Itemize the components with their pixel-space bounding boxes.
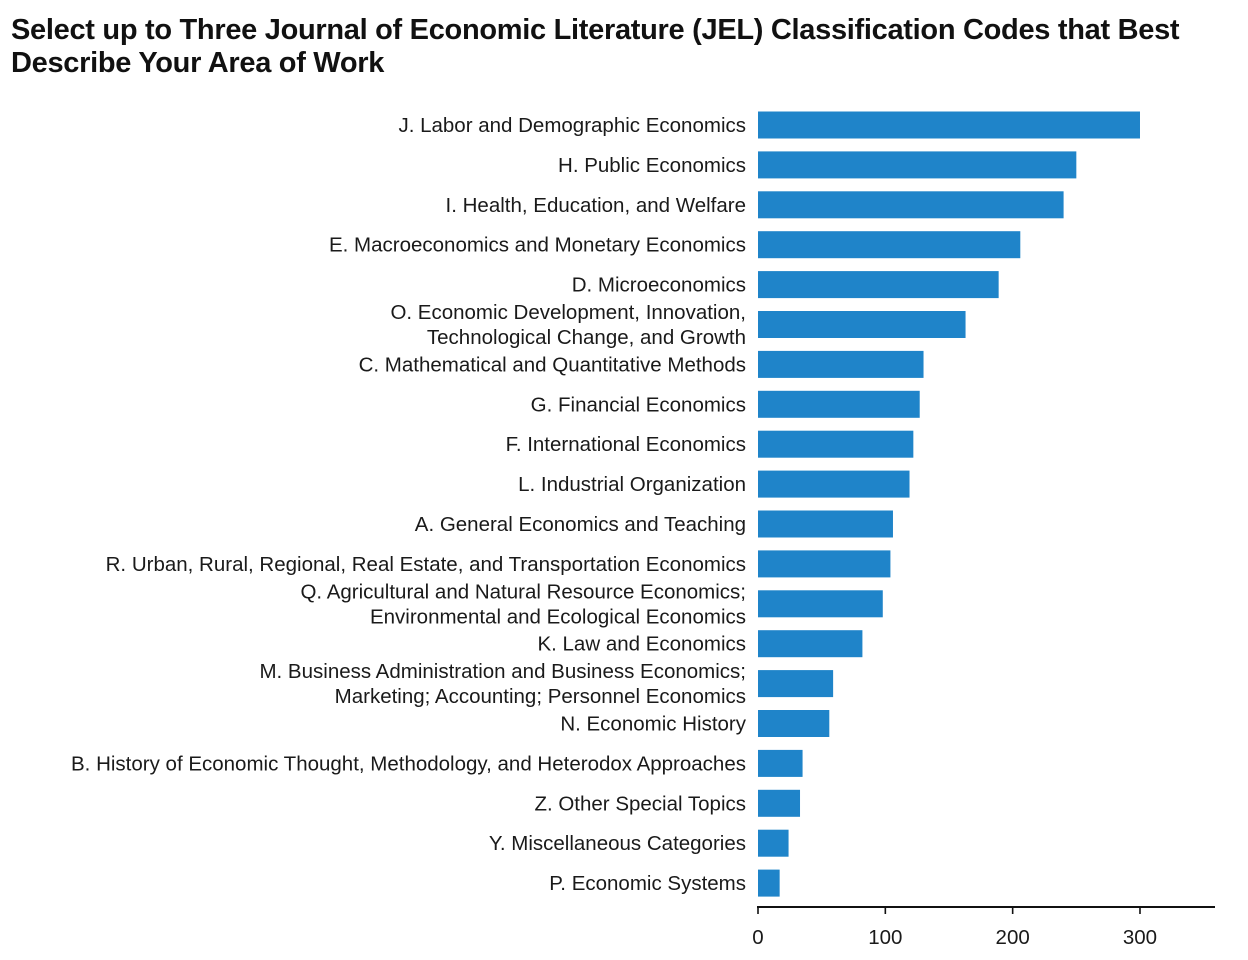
category-label-line: K. Law and Economics xyxy=(537,633,746,656)
x-tick-label: 200 xyxy=(996,926,1030,949)
category-label: B. History of Economic Thought, Methodol… xyxy=(71,752,746,775)
bar xyxy=(758,630,863,658)
category-label-line: C. Mathematical and Quantitative Methods xyxy=(359,353,746,376)
category-label: O. Economic Development, Innovation, Tech… xyxy=(390,301,746,349)
category-label-line: Marketing; Accounting; Personnel Economi… xyxy=(335,685,746,708)
bar xyxy=(758,829,789,857)
category-label-line: P. Economic Systems xyxy=(549,872,746,895)
bar xyxy=(758,390,920,418)
bar xyxy=(758,430,914,458)
bar xyxy=(758,710,830,737)
category-label: G. Financial Economics xyxy=(531,393,746,416)
category-label-line: B. History of Economic Thought, Methodol… xyxy=(71,752,746,775)
category-label: N. Economic History xyxy=(560,713,746,736)
x-tick-label: 100 xyxy=(868,926,902,949)
category-label-line: H. Public Economics xyxy=(558,154,746,177)
category-label: H. Public Economics xyxy=(558,154,746,177)
bar xyxy=(758,590,883,618)
category-label: J. Labor and Demographic Economics xyxy=(398,114,746,137)
category-label: A. General Economics and Teaching xyxy=(415,513,746,536)
category-label-line: D. Microeconomics xyxy=(572,274,746,297)
bar xyxy=(758,670,834,698)
category-label: D. Microeconomics xyxy=(572,274,746,297)
bar xyxy=(758,550,891,578)
category-label: R. Urban, Rural, Regional, Real Estate, … xyxy=(106,553,746,576)
bar xyxy=(758,510,893,538)
category-labels: J. Labor and Demographic Economics H. Pub… xyxy=(71,114,747,895)
category-label-line: O. Economic Development, Innovation, xyxy=(390,301,746,324)
category-label-line: Environmental and Ecological Economics xyxy=(370,605,746,628)
category-label: M. Business Administration and Business … xyxy=(259,660,746,708)
x-tick-label: 300 xyxy=(1123,926,1157,949)
category-label-line: F. International Economics xyxy=(506,433,746,456)
category-label-line: Q. Agricultural and Natural Resource Eco… xyxy=(300,580,746,603)
category-label: E. Macroeconomics and Monetary Economics xyxy=(329,234,746,257)
category-label-line: R. Urban, Rural, Regional, Real Estate, … xyxy=(106,553,746,576)
bar xyxy=(758,271,999,299)
bar xyxy=(758,311,966,338)
bar xyxy=(758,111,1140,139)
bar xyxy=(758,749,803,777)
category-label-line: A. General Economics and Teaching xyxy=(415,513,746,536)
category-label-line: I. Health, Education, and Welfare xyxy=(446,194,746,217)
category-label-line: Technological Change, and Growth xyxy=(427,326,746,349)
category-label: Q. Agricultural and Natural Resource Eco… xyxy=(300,580,746,628)
bar xyxy=(758,350,924,378)
category-label: K. Law and Economics xyxy=(537,633,746,656)
bar xyxy=(758,191,1064,219)
bar xyxy=(758,231,1021,259)
category-label-line: Z. Other Special Topics xyxy=(534,792,746,815)
category-label: Z. Other Special Topics xyxy=(534,792,746,815)
bar xyxy=(758,869,780,897)
category-label-line: J. Labor and Demographic Economics xyxy=(398,114,746,137)
category-label: Y. Miscellaneous Categories xyxy=(489,832,746,855)
chart-title: Select up to Three Journal of Economic L… xyxy=(11,14,1180,79)
bar xyxy=(758,470,910,498)
category-label-line: N. Economic History xyxy=(560,713,746,736)
x-axis: 0 100 200 300 xyxy=(752,906,1215,949)
category-label: I. Health, Education, and Welfare xyxy=(446,194,746,217)
bars-layer xyxy=(758,111,1140,897)
category-label-line: L. Industrial Organization xyxy=(518,473,746,496)
category-label-line: G. Financial Economics xyxy=(531,393,746,416)
category-label-line: E. Macroeconomics and Monetary Economics xyxy=(329,234,746,257)
category-label: C. Mathematical and Quantitative Methods xyxy=(359,353,746,376)
bar xyxy=(758,151,1077,179)
category-label: P. Economic Systems xyxy=(549,872,746,895)
category-label-line: Y. Miscellaneous Categories xyxy=(489,832,746,855)
bar xyxy=(758,789,801,817)
x-tick-label: 0 xyxy=(752,926,763,949)
category-label: L. Industrial Organization xyxy=(518,473,746,496)
category-label: F. International Economics xyxy=(506,433,746,456)
category-label-line: M. Business Administration and Business … xyxy=(259,660,746,683)
